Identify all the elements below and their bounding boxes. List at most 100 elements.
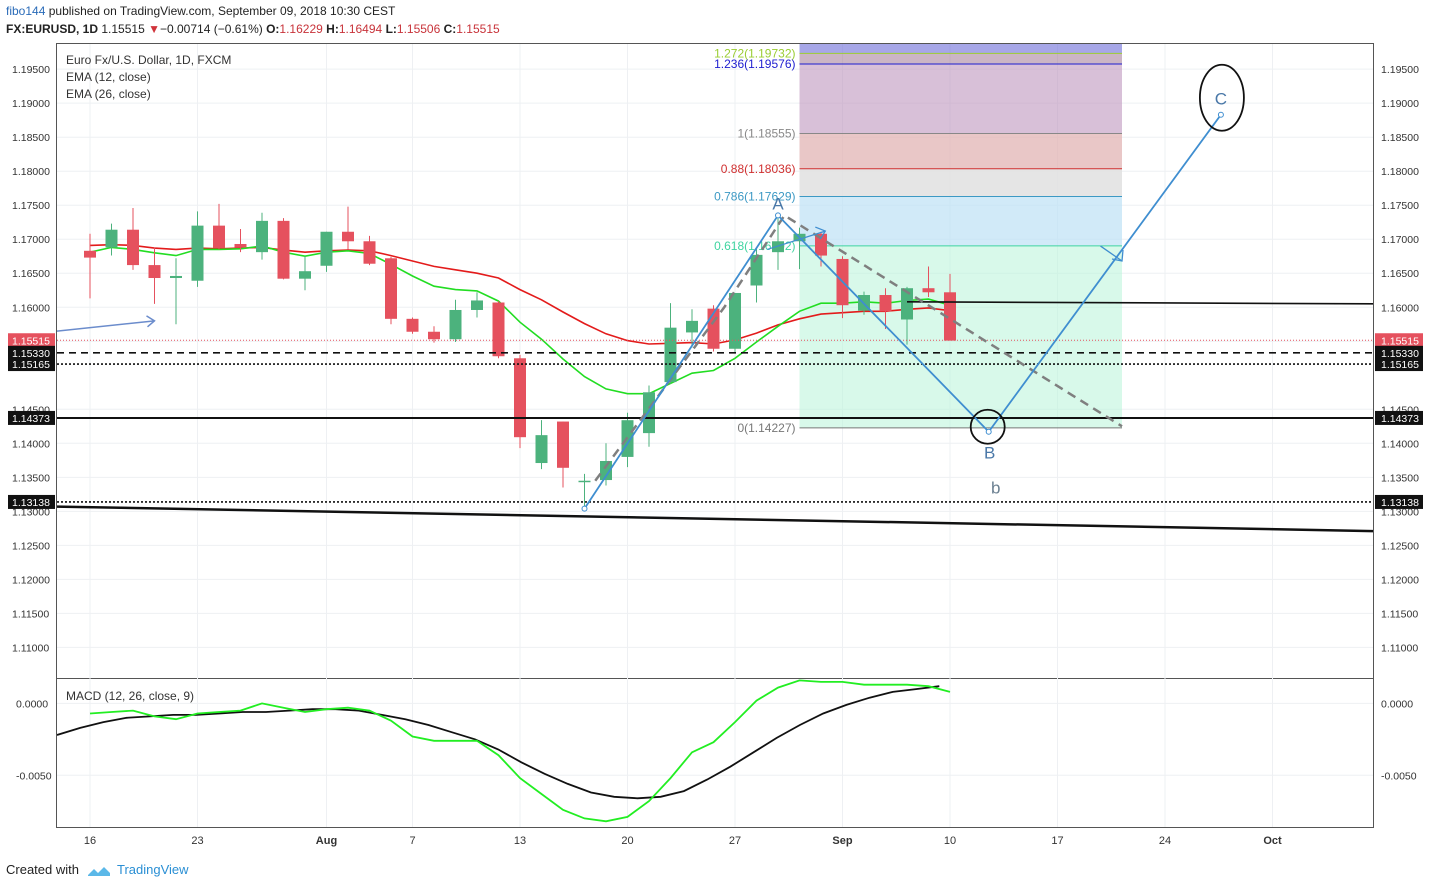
symbol-name: FX:EURUSD, 1D — [6, 22, 99, 36]
time-tick: 7 — [409, 835, 415, 847]
close-label: C: — [443, 22, 457, 36]
price-label-left-bg — [8, 410, 55, 425]
tradingview-link[interactable]: TradingView — [116, 862, 189, 877]
price-label-right-bg — [1375, 410, 1423, 425]
price-tick-left: 1.19000 — [12, 98, 50, 110]
high-value: 1.16494 — [338, 22, 383, 36]
fib-zone — [799, 63, 1122, 134]
wave-label-a: A — [772, 194, 784, 213]
macd-title: MACD (12, 26, close, 9) — [66, 689, 194, 703]
candle-body — [750, 254, 763, 286]
price-tick-right: 1.11000 — [1381, 642, 1418, 654]
candle-body — [922, 288, 935, 293]
price-tick-left: 1.12000 — [12, 574, 50, 586]
candle-body — [600, 460, 612, 481]
ema12-line — [89, 245, 951, 395]
price-tick-right: 1.13500 — [1381, 472, 1419, 484]
open-label: O: — [266, 22, 280, 36]
wave-label-b: B — [984, 444, 995, 463]
price-tick-left: 1.17500 — [12, 200, 50, 212]
price-tick-left: 1.11500 — [12, 608, 49, 620]
close-value: 1.15515 — [456, 22, 500, 36]
fib-level-label: 1(1.18555) — [737, 126, 795, 140]
price-tick-left: 1.17000 — [12, 234, 50, 246]
macd-tick-right: -0.0050 — [1381, 770, 1417, 782]
candle-body — [363, 241, 376, 264]
candle-body — [664, 327, 677, 383]
price-label-left: 1.15330 — [12, 348, 50, 360]
entry-arrow-line — [57, 320, 155, 332]
tradingview-logo-icon — [87, 866, 110, 876]
candle-body — [901, 288, 913, 320]
price-tick-left: 1.16500 — [12, 268, 50, 280]
price-label-right: 1.15515 — [1381, 335, 1419, 347]
price-label-right-bg — [1375, 357, 1423, 372]
candle-body — [191, 225, 204, 281]
price-label-left: 1.14373 — [12, 413, 50, 425]
candle-body — [213, 225, 225, 249]
price-tick-right: 1.18500 — [1381, 132, 1419, 144]
macd-pane — [57, 679, 951, 823]
price-tick-right: 1.16500 — [1381, 268, 1419, 280]
fib-zone — [799, 133, 1122, 169]
sub-wave-label-b: b — [991, 479, 1000, 498]
price-tick-right: 1.13000 — [1381, 506, 1419, 518]
price-tick-right: 1.19000 — [1381, 98, 1419, 110]
candle-body — [686, 320, 698, 333]
price-tick-left: 1.18500 — [12, 132, 50, 144]
price-tick-right: 1.14000 — [1381, 438, 1419, 450]
time-tick: 24 — [1159, 835, 1171, 847]
price-tick-left: 1.13500 — [12, 472, 50, 484]
time-tick: 13 — [514, 835, 526, 847]
price-tick-left: 1.16000 — [12, 302, 50, 314]
fib-level-label: 0(1.14227) — [737, 421, 795, 435]
candle-body — [406, 318, 419, 332]
low-label: L: — [385, 22, 397, 36]
candle-body — [471, 300, 483, 310]
candle-body — [879, 295, 892, 312]
price-tick-right: 1.17500 — [1381, 200, 1419, 212]
price-tick-right: 1.11500 — [1381, 608, 1418, 620]
candle-body — [815, 233, 827, 256]
macd-line — [89, 679, 951, 823]
price-label-left-bg — [8, 357, 55, 372]
price-tick-left: 1.12500 — [12, 540, 50, 552]
high-label: H: — [326, 22, 339, 36]
candle-body — [449, 309, 462, 340]
price-label-left: 1.15515 — [12, 335, 50, 347]
price-change: −0.00714 (−0.61%) — [159, 22, 263, 36]
ema12-legend: EMA (12, close) — [66, 70, 151, 84]
time-tick: Sep — [832, 835, 852, 847]
candle-body — [535, 435, 548, 464]
price-label-left-bg — [8, 333, 55, 348]
ema-lines — [89, 243, 951, 395]
macd-signal-line — [57, 685, 940, 800]
fib-zone — [799, 245, 1122, 428]
macd-tick-right: 0.0000 — [1381, 698, 1413, 710]
candle-body — [385, 258, 397, 319]
price-label-right: 1.14373 — [1381, 413, 1419, 425]
price-label-left-bg — [8, 345, 55, 360]
price-tick-right: 1.19500 — [1381, 64, 1419, 76]
candle-body — [127, 229, 139, 266]
fib-zone — [799, 168, 1122, 197]
down-arrow-icon: ▼ — [148, 22, 160, 36]
ema26-legend: EMA (26, close) — [66, 87, 151, 101]
wave-point — [985, 428, 992, 435]
time-tick: 17 — [1051, 835, 1063, 847]
time-tick: 27 — [729, 835, 741, 847]
price-tick-right: 1.12500 — [1381, 540, 1419, 552]
price-tick-left: 1.14000 — [12, 438, 50, 450]
fib-zone-top — [799, 44, 1122, 54]
author-name[interactable]: fibo144 — [6, 4, 46, 18]
wave-arrow-head — [815, 226, 827, 240]
drawings: A B Cb — [57, 63, 1373, 533]
candle-body — [514, 358, 526, 438]
candle-body — [944, 292, 956, 341]
candle-body — [557, 421, 569, 468]
time-tick: 16 — [84, 835, 96, 847]
resistance-line — [906, 301, 1373, 305]
candles — [84, 203, 956, 510]
main-pane-border — [56, 43, 1374, 828]
